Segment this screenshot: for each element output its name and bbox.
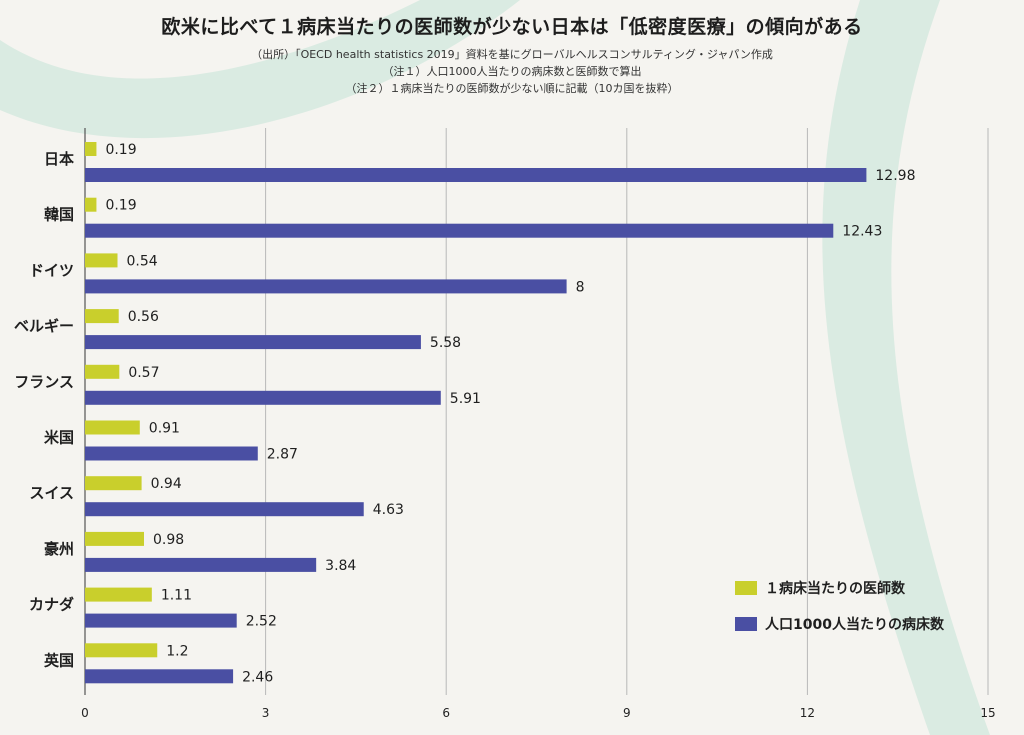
bar-doctors <box>85 420 140 435</box>
value-label-beds: 12.98 <box>875 168 915 184</box>
value-label-beds: 5.58 <box>430 335 461 351</box>
value-label-beds: 8 <box>576 279 585 295</box>
category-label: ドイツ <box>29 261 74 279</box>
footnote-2: （注２）１病床当たりの医師数が少ない順に記載（10カ国を抜粋） <box>345 82 679 95</box>
x-tick-label: 0 <box>81 706 89 720</box>
value-label-beds: 2.46 <box>242 669 273 685</box>
bar-beds <box>85 279 567 294</box>
value-label-doctors: 1.11 <box>161 588 192 604</box>
value-label-beds: 3.84 <box>325 558 356 574</box>
category-label: 米国 <box>44 429 74 447</box>
bar-doctors <box>85 197 97 212</box>
category-label: カナダ <box>29 596 74 614</box>
value-label-beds: 5.91 <box>450 391 481 407</box>
bar-doctors <box>85 364 120 379</box>
value-label-beds: 4.63 <box>373 502 404 518</box>
bar-beds <box>85 502 364 517</box>
chart-title: 欧米に比べて１病床当たりの医師数が少ない日本は「低密度医療」の傾向がある <box>161 16 863 38</box>
bar-beds <box>85 335 421 350</box>
category-label: 日本 <box>44 150 74 168</box>
value-label-doctors: 0.19 <box>105 198 136 214</box>
x-tick-label: 9 <box>623 706 631 720</box>
x-tick-label: 6 <box>442 706 450 720</box>
bar-doctors <box>85 142 97 156</box>
x-tick-label: 3 <box>262 706 270 720</box>
footnote-1: （注１）人口1000人当たりの病床数と医師数で算出 <box>382 65 642 78</box>
bar-beds <box>85 613 237 628</box>
value-label-doctors: 1.2 <box>166 643 188 659</box>
category-label: フランス <box>14 373 74 391</box>
value-label-doctors: 0.54 <box>127 253 158 269</box>
value-label-beds: 2.87 <box>267 447 298 463</box>
value-label-doctors: 0.94 <box>151 476 182 492</box>
bar-beds <box>85 390 441 405</box>
x-tick-label: 15 <box>980 706 995 720</box>
category-label: 韓国 <box>44 206 74 224</box>
value-label-doctors: 0.57 <box>128 365 159 381</box>
bar-doctors <box>85 587 152 602</box>
bar-beds <box>85 223 834 238</box>
bar-doctors <box>85 253 118 268</box>
value-label-doctors: 0.91 <box>149 421 180 437</box>
legend-swatch-beds <box>735 617 757 631</box>
legend-label-beds: 人口1000人当たりの病床数 <box>765 617 944 633</box>
bar-doctors <box>85 531 144 546</box>
chart-legend: １病床当たりの医師数 人口1000人当たりの病床数 <box>735 578 944 650</box>
bar-doctors <box>85 643 158 658</box>
bar-beds <box>85 168 867 182</box>
value-label-beds: 2.52 <box>246 614 277 630</box>
legend-label-doctors: １病床当たりの医師数 <box>765 581 905 597</box>
category-label: スイス <box>29 484 74 502</box>
legend-item-beds: 人口1000人当たりの病床数 <box>735 614 944 634</box>
value-label-doctors: 0.98 <box>153 532 184 548</box>
category-label: 英国 <box>44 651 74 669</box>
legend-item-doctors: １病床当たりの医師数 <box>735 578 944 598</box>
bar-beds <box>85 557 317 572</box>
bar-beds <box>85 669 234 684</box>
value-label-doctors: 0.56 <box>128 309 159 325</box>
value-label-doctors: 0.19 <box>105 142 136 158</box>
bar-beds <box>85 446 258 461</box>
legend-swatch-doctors <box>735 581 757 595</box>
source-note: （出所）「OECD health statistics 2019」資料を基にグロ… <box>251 48 773 61</box>
category-label: ベルギー <box>14 317 74 335</box>
bar-doctors <box>85 476 142 491</box>
x-tick-label: 12 <box>800 706 815 720</box>
category-label: 豪州 <box>44 540 74 558</box>
bar-doctors <box>85 309 119 324</box>
value-label-beds: 12.43 <box>842 224 882 240</box>
